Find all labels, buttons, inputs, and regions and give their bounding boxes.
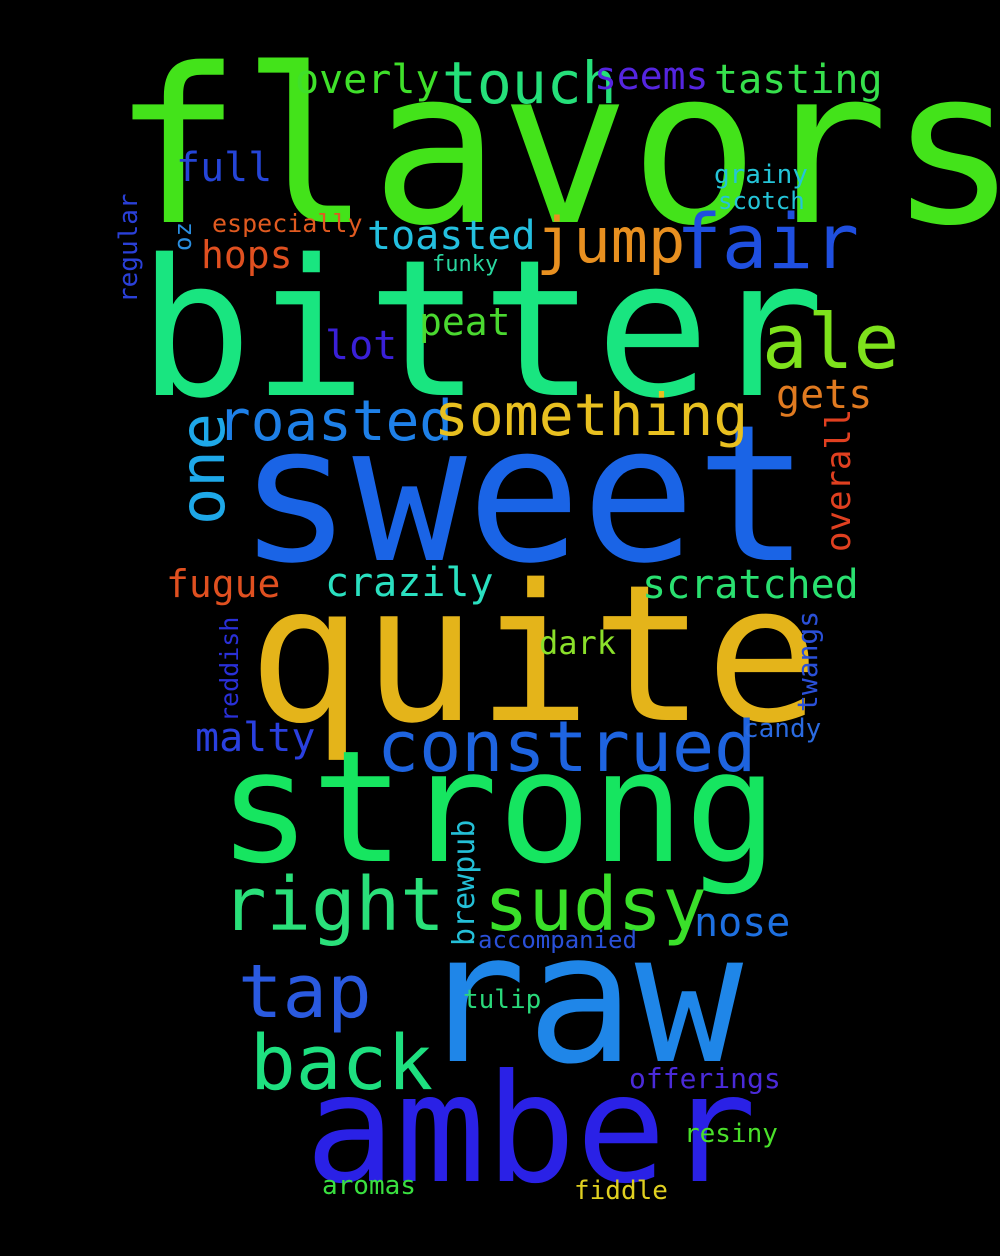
word-crazily: crazily: [325, 560, 494, 606]
word-peat: peat: [419, 300, 511, 344]
word-seems: seems: [594, 54, 709, 98]
word-toasted: toasted: [367, 213, 536, 259]
word-aromas: aromas: [322, 1171, 416, 1201]
word-strong: strong: [218, 717, 778, 898]
word-offerings: offerings: [629, 1062, 781, 1095]
word-sudsy: sudsy: [484, 862, 707, 948]
word-especially: especially: [212, 209, 363, 238]
word-back: back: [250, 1018, 434, 1107]
word-fiddle: fiddle: [574, 1176, 668, 1206]
word-accompanied: accompanied: [478, 926, 637, 954]
word-sweet: sweet: [238, 384, 810, 605]
word-tasting: tasting: [714, 57, 883, 103]
word-quite: quite: [248, 544, 820, 765]
word-something: something: [434, 381, 749, 449]
word-flavors: flavors: [112, 22, 1000, 273]
word-oz: oz: [169, 222, 197, 251]
word-construed: construed: [377, 706, 757, 788]
word-malty: malty: [195, 715, 316, 761]
word-roasted: roasted: [217, 389, 454, 454]
word-touch: touch: [442, 49, 617, 117]
word-funky: funky: [432, 252, 499, 277]
word-gets: gets: [776, 372, 873, 418]
word-brewpub: brewpub: [447, 819, 482, 946]
word-right: right: [222, 862, 445, 948]
word-overly: overly: [295, 57, 440, 103]
word-ale: ale: [762, 297, 900, 386]
word-fugue: fugue: [166, 562, 281, 606]
word-resiny: resiny: [684, 1119, 778, 1149]
word-overall: overall: [819, 408, 859, 552]
word-raw: raw: [418, 895, 744, 1104]
word-regular: regular: [114, 193, 144, 303]
word-bitter: bitter: [138, 219, 825, 440]
word-twangs: twangs: [791, 610, 824, 712]
word-amber: amber: [305, 1043, 757, 1217]
word-fair: fair: [676, 197, 860, 286]
word-nose: nose: [694, 900, 791, 946]
word-hops: hops: [201, 233, 293, 277]
word-full: full: [176, 145, 273, 191]
word-tap: tap: [238, 949, 372, 1035]
word-reddish: reddish: [215, 616, 244, 722]
word-scotch: scotch: [718, 187, 805, 215]
word-lot: lot: [325, 323, 398, 369]
word-scratched: scratched: [642, 562, 859, 608]
word-grainy: grainy: [714, 160, 808, 190]
word-candy: candy: [743, 714, 822, 744]
word-dark: dark: [539, 624, 617, 662]
word-tulip: tulip: [463, 985, 542, 1015]
word-jump: jump: [536, 204, 686, 277]
